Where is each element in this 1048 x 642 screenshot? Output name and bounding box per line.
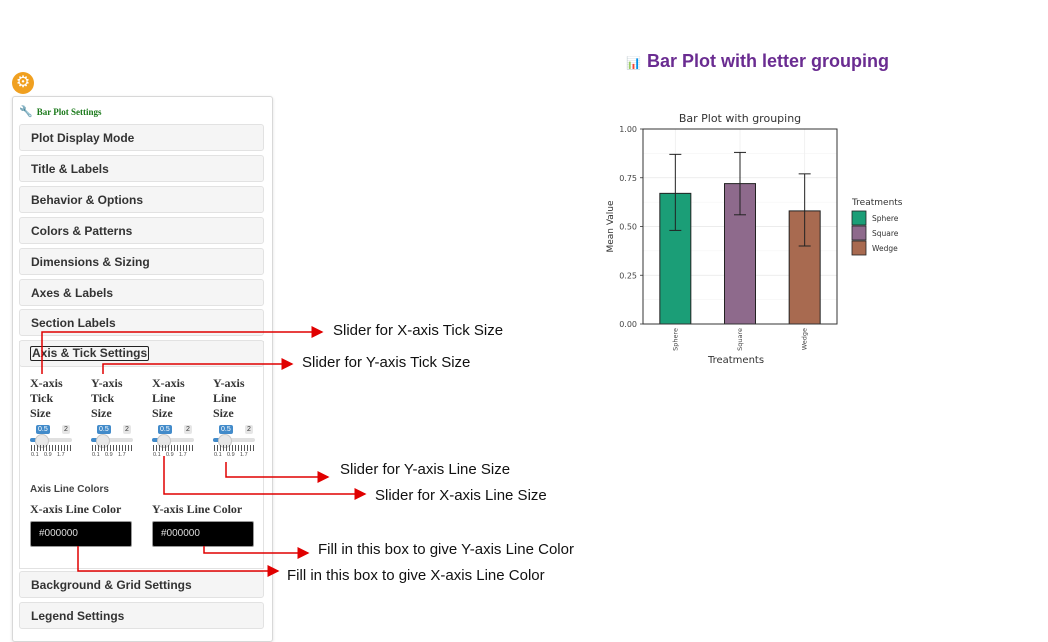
y-tick-label: 1.00 — [619, 125, 637, 134]
y-tick-label: 0.25 — [619, 271, 637, 280]
arrow-x-tick — [41, 326, 324, 374]
slider-tick-label: 0.9 — [105, 452, 113, 458]
arrow-y-color — [203, 546, 310, 559]
x-tick-label: Square — [736, 328, 744, 351]
slider-ticks — [31, 445, 71, 451]
slider-track[interactable] — [213, 438, 255, 442]
wrench-icon: 🔧 — [19, 106, 33, 118]
x-axis-title: Treatments — [707, 355, 764, 366]
annotation-x-line: Slider for X-axis Line Size — [375, 487, 547, 504]
bar-chart-icon: 📊 — [626, 56, 641, 70]
section-background-grid[interactable]: Background & Grid Settings — [19, 571, 264, 598]
section-colors-patterns[interactable]: Colors & Patterns — [19, 217, 264, 244]
x-tick-label: Sphere — [671, 328, 679, 351]
section-dimensions-sizing[interactable]: Dimensions & Sizing — [19, 248, 264, 275]
y-axis-title: Mean Value — [606, 200, 616, 253]
chart-title: Bar Plot with grouping — [679, 112, 801, 125]
y-tick-size-label: Y-axis Tick Size — [91, 376, 123, 420]
annotation-x-tick: Slider for X-axis Tick Size — [333, 322, 504, 339]
annotation-x-color: Fill in this box to give X-axis Line Col… — [287, 567, 545, 584]
section-axes-labels[interactable]: Axes & Labels — [19, 279, 264, 306]
legend-label: Wedge — [872, 244, 898, 253]
slider-track[interactable] — [91, 438, 133, 442]
x-tick-label: Wedge — [801, 328, 809, 350]
arrow-y-tick — [102, 358, 294, 374]
legend-title: Treatments — [851, 198, 903, 208]
slider-track[interactable] — [152, 438, 194, 442]
x-line-size-label: X-axis Line Size — [152, 376, 185, 420]
legend-label: Sphere — [872, 214, 899, 223]
legend-swatch — [851, 225, 867, 241]
slider-tick-label: 0.9 — [166, 452, 174, 458]
x-tick-size-label: X-axis Tick Size — [30, 376, 63, 420]
slider-tick-label: 0.9 — [44, 452, 52, 458]
legend-swatch — [851, 240, 867, 256]
slider-ticks — [214, 445, 254, 451]
section-legend-settings[interactable]: Legend Settings — [19, 602, 264, 629]
y-tick-size-slider[interactable]: 0.5 2 0.1 0.9 1.7 — [91, 425, 135, 465]
slider-tick-label: 1.7 — [179, 452, 187, 458]
annotation-y-color: Fill in this box to give Y-axis Line Col… — [318, 541, 574, 558]
legend-swatch — [851, 210, 867, 226]
y-line-size-slider[interactable]: 0.5 2 0.1 0.9 1.7 — [213, 425, 257, 465]
slider-ticks — [153, 445, 193, 451]
slider-track[interactable] — [30, 438, 72, 442]
y-line-size-label: Y-axis Line Size — [213, 376, 245, 420]
slider-max: 2 — [245, 425, 253, 434]
arrow-y-line — [225, 462, 330, 483]
output-title: 📊 Bar Plot with letter grouping — [626, 51, 889, 72]
section-behavior-options[interactable]: Behavior & Options — [19, 186, 264, 213]
slider-value: 0.5 — [97, 425, 111, 434]
annotation-y-tick: Slider for Y-axis Tick Size — [302, 354, 471, 371]
section-plot-display-mode[interactable]: Plot Display Mode — [19, 124, 264, 151]
slider-tick-label: 1.7 — [57, 452, 65, 458]
slider-max: 2 — [184, 425, 192, 434]
x-line-size-slider[interactable]: 0.5 2 0.1 0.9 1.7 — [152, 425, 196, 465]
y-tick-label: 0.00 — [619, 320, 637, 329]
slider-value: 0.5 — [219, 425, 233, 434]
axis-tick-settings-title[interactable]: Axis & Tick Settings — [30, 346, 150, 361]
annotation-y-line: Slider for Y-axis Line Size — [340, 461, 511, 478]
y-tick-label: 0.50 — [619, 223, 637, 232]
slider-tick-label: 0.9 — [227, 452, 235, 458]
slider-max: 2 — [62, 425, 70, 434]
y-tick-label: 0.75 — [619, 174, 637, 183]
output-title-text: Bar Plot with letter grouping — [646, 51, 889, 71]
x-tick-size-slider[interactable]: 0.5 2 0.1 0.9 1.7 — [30, 425, 74, 465]
slider-value: 0.5 — [36, 425, 50, 434]
arrow-x-line — [163, 456, 367, 500]
axis-line-colors-title: Axis Line Colors — [30, 484, 109, 495]
gear-icon[interactable]: ⚙ — [12, 72, 34, 94]
plot-border — [642, 128, 838, 325]
section-axis-tick-settings[interactable] — [19, 340, 264, 367]
legend-label: Square — [872, 229, 899, 238]
panel-header: 🔧 Bar Plot Settings — [19, 105, 102, 118]
slider-tick-label: 0.1 — [153, 452, 161, 458]
section-title-labels[interactable]: Title & Labels — [19, 155, 264, 182]
slider-tick-label: 0.1 — [214, 452, 222, 458]
slider-tick-label: 1.7 — [240, 452, 248, 458]
slider-tick-label: 0.1 — [31, 452, 39, 458]
slider-tick-label: 0.1 — [92, 452, 100, 458]
slider-max: 2 — [123, 425, 131, 434]
y-line-color-input[interactable]: #000000 — [152, 521, 254, 547]
arrow-x-color — [77, 546, 280, 577]
settings-panel: 🔧 Bar Plot Settings Plot Display Mode Tit… — [12, 96, 273, 642]
x-line-color-label: X-axis Line Color — [30, 502, 122, 516]
x-line-color-input[interactable]: #000000 — [30, 521, 132, 547]
slider-tick-label: 1.7 — [118, 452, 126, 458]
axis-tick-settings-body — [19, 341, 264, 569]
panel-header-label: Bar Plot Settings — [36, 107, 102, 117]
slider-ticks — [92, 445, 132, 451]
slider-value: 0.5 — [158, 425, 172, 434]
y-line-color-label: Y-axis Line Color — [152, 502, 243, 516]
